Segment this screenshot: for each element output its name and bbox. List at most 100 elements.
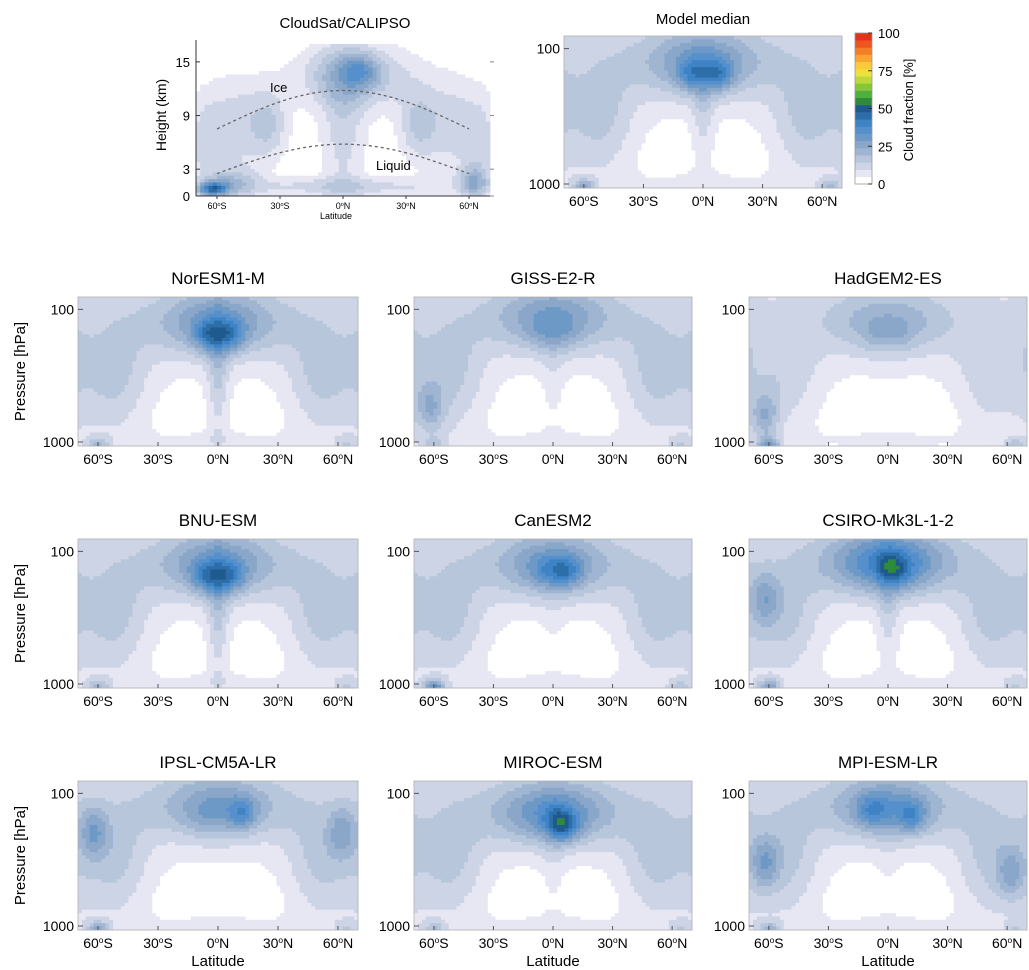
cloud-cell	[486, 101, 491, 105]
cloud-cell	[360, 64, 365, 68]
cloud-cell	[406, 64, 411, 68]
cloud-cell	[251, 88, 256, 92]
cloud-cell	[204, 166, 209, 170]
cloud-cell	[745, 67, 749, 71]
cloud-cell	[486, 172, 491, 176]
cloud-cell	[773, 102, 777, 106]
cloud-cell	[339, 182, 344, 186]
cloud-cell	[680, 36, 684, 40]
cloud-cell	[343, 169, 348, 173]
cloud-cell	[788, 50, 792, 54]
cloud-cell	[465, 105, 470, 109]
cloud-cell	[645, 77, 649, 81]
cloud-cell	[246, 189, 251, 193]
cloud-cell	[368, 44, 373, 48]
cloud-cell	[757, 43, 761, 47]
cloud-cell	[738, 64, 742, 68]
cloud-cell	[377, 54, 382, 58]
cloud-cell	[351, 101, 356, 105]
cloud-cell	[393, 112, 398, 116]
cloud-cell	[209, 118, 214, 122]
cloud-cell	[630, 46, 634, 50]
cloud-cell	[664, 53, 668, 57]
cloud-cell	[819, 109, 823, 113]
cloud-cell	[830, 77, 834, 81]
cloud-cell	[572, 109, 576, 113]
cloud-cell	[452, 101, 457, 105]
cloud-cell	[807, 105, 811, 109]
cloud-cell	[435, 172, 440, 176]
cloud-cell	[385, 98, 390, 102]
cloud-cell	[339, 85, 344, 89]
cloud-cell	[634, 50, 638, 54]
cloud-cell	[360, 54, 365, 58]
cloud-cell	[634, 36, 638, 40]
cloud-cell	[423, 176, 428, 180]
cloud-cell	[680, 46, 684, 50]
cloud-cell	[572, 50, 576, 54]
cloud-cell	[309, 58, 314, 62]
cloud-cell	[753, 88, 757, 92]
cloud-cell	[595, 57, 599, 61]
cloud-cell	[486, 115, 491, 119]
cloud-cell	[213, 186, 218, 190]
cloud-cell	[431, 85, 436, 89]
cloud-cell	[637, 67, 641, 71]
cloud-cell	[769, 43, 773, 47]
cloud-cell	[339, 132, 344, 136]
cloud-cell	[482, 182, 487, 186]
y-tick-label: 15	[176, 55, 190, 70]
cloud-cell	[769, 88, 773, 92]
cloud-cell	[618, 64, 622, 68]
cloud-cell	[664, 43, 668, 47]
cloud-cell	[444, 135, 449, 139]
cloud-cell	[803, 88, 807, 92]
cloud-cell	[680, 53, 684, 57]
cloud-cell	[664, 64, 668, 68]
cloud-cell	[200, 101, 205, 105]
cloud-cell	[368, 112, 373, 116]
cloud-cell	[645, 91, 649, 95]
cloud-cell	[637, 109, 641, 113]
cloud-cell	[461, 78, 466, 82]
cloud-cell	[410, 71, 415, 75]
cloud-cell	[393, 64, 398, 68]
cloud-cell	[734, 102, 738, 106]
cloud-cell	[259, 159, 264, 163]
cloud-cell	[377, 81, 382, 85]
cloud-cell	[356, 105, 361, 109]
cloud-cell	[301, 71, 306, 75]
cloud-cell	[230, 182, 235, 186]
cloud-cell	[645, 36, 649, 40]
cloud-cell	[583, 81, 587, 85]
cloud-cell	[583, 102, 587, 106]
cloud-cell	[339, 122, 344, 126]
cloud-cell	[276, 186, 281, 190]
cloud-cell	[610, 39, 614, 43]
cloud-cell	[221, 162, 226, 166]
cloud-cell	[691, 109, 695, 113]
cloud-cell	[217, 101, 222, 105]
cloud-cell	[595, 84, 599, 88]
cloud-cell	[251, 169, 256, 173]
cloud-cell	[297, 61, 302, 65]
cloud-cell	[800, 88, 804, 92]
cloud-cell	[830, 53, 834, 57]
cloud-cell	[238, 132, 243, 136]
cloud-cell	[568, 109, 572, 113]
cloud-cell	[773, 71, 777, 75]
cloud-cell	[200, 135, 205, 139]
cloud-cell	[389, 98, 394, 102]
cloud-cell	[657, 102, 661, 106]
cloud-cell	[715, 105, 719, 109]
cloud-cell	[221, 135, 226, 139]
cloud-cell	[398, 115, 403, 119]
cloud-cell	[427, 152, 432, 156]
cloud-cell	[564, 112, 568, 116]
cloud-cell	[707, 60, 711, 64]
cloud-cell	[238, 74, 243, 78]
cloud-cell	[196, 182, 201, 186]
cloud-cell	[368, 78, 373, 82]
cloud-cell	[288, 132, 293, 136]
cloud-cell	[634, 57, 638, 61]
